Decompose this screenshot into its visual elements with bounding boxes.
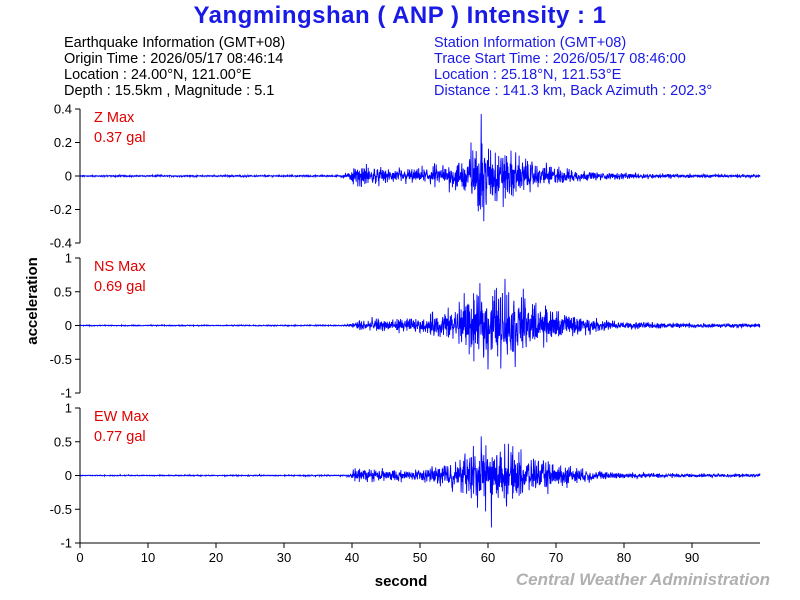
- earthquake-info: Earthquake Information (GMT+08) Origin T…: [64, 35, 285, 99]
- x-tick-label: 20: [209, 550, 223, 565]
- x-tick-label: 30: [277, 550, 291, 565]
- y-tick-label: -0.2: [50, 202, 72, 217]
- y-axis-label: acceleration: [24, 257, 41, 345]
- x-tick-label: 0: [76, 550, 83, 565]
- station-info-header: Station Information (GMT+08): [434, 35, 627, 51]
- y-tick-label: -0.5: [50, 502, 72, 517]
- max-value-z: 0.37 gal: [94, 130, 146, 146]
- y-tick-label: -1: [60, 536, 72, 551]
- station-info: Station Information (GMT+08) Trace Start…: [434, 35, 712, 99]
- x-tick-label: 90: [685, 550, 699, 565]
- credit-label: Central Weather Administration: [515, 570, 770, 589]
- x-axis-label: second: [375, 573, 428, 590]
- y-tick-label: 0.4: [54, 102, 72, 117]
- max-label-z: Z Max: [94, 110, 135, 126]
- max-value-ns: 0.69 gal: [94, 279, 146, 295]
- chart-title: Yangmingshan ( ANP ) Intensity : 1: [193, 2, 607, 29]
- x-tick-label: 70: [549, 550, 563, 565]
- waveform-trace-ew: [79, 436, 761, 528]
- y-tick-label: 0.5: [54, 434, 72, 449]
- y-tick-label: 0: [65, 169, 72, 184]
- y-tick-label: 1: [65, 251, 72, 266]
- distance-azimuth: Distance : 141.3 km, Back Azimuth : 202.…: [434, 83, 713, 99]
- y-tick-label: 0.5: [54, 284, 72, 299]
- y-tick-label: 1: [65, 401, 72, 416]
- waveform-trace-z: [79, 113, 761, 222]
- trace-start-time: Trace Start Time : 2026/05/17 08:46:00: [434, 51, 686, 67]
- epicenter-location: Location : 24.00°N, 121.00°E: [64, 67, 252, 83]
- origin-time: Origin Time : 2026/05/17 08:46:14: [64, 51, 284, 67]
- y-tick-label: 0: [65, 318, 72, 333]
- y-tick-label: 0: [65, 468, 72, 483]
- x-tick-label: 80: [617, 550, 631, 565]
- y-tick-label: -0.5: [50, 352, 72, 367]
- waveform-trace-ns: [79, 278, 761, 370]
- y-tick-label: -1: [60, 386, 72, 401]
- y-tick-label: -0.4: [50, 236, 72, 251]
- max-value-ew: 0.77 gal: [94, 429, 146, 445]
- station-location: Location : 25.18°N, 121.53°E: [434, 67, 622, 83]
- x-tick-label: 50: [413, 550, 427, 565]
- x-tick-label: 60: [481, 550, 495, 565]
- earthquake-info-header: Earthquake Information (GMT+08): [64, 35, 286, 51]
- x-tick-label: 40: [345, 550, 359, 565]
- depth-magnitude: Depth : 15.5km , Magnitude : 5.1: [64, 83, 275, 99]
- x-tick-label: 10: [141, 550, 155, 565]
- max-label-ew: EW Max: [94, 409, 150, 425]
- y-tick-label: 0.2: [54, 135, 72, 150]
- max-label-ns: NS Max: [94, 259, 146, 275]
